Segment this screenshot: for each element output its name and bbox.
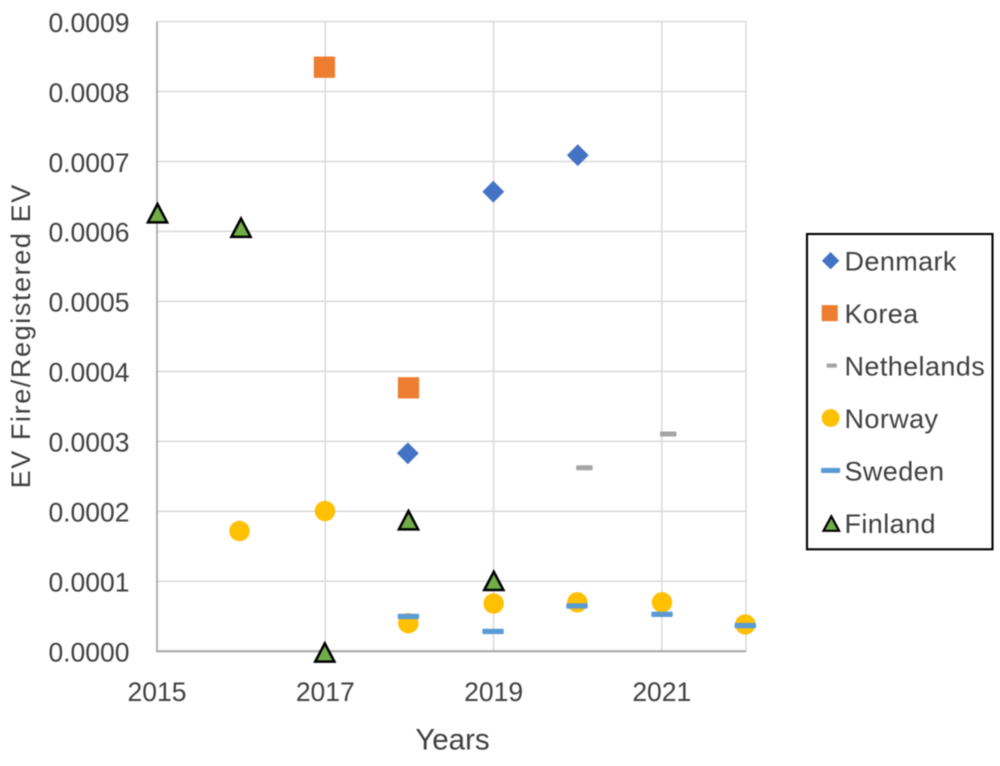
svg-text:Norway: Norway: [845, 404, 939, 434]
svg-text:Denmark: Denmark: [845, 247, 957, 277]
svg-text:0.0002: 0.0002: [48, 498, 129, 528]
svg-text:0.0000: 0.0000: [48, 638, 129, 668]
svg-text:2021: 2021: [632, 677, 691, 707]
svg-text:0.0007: 0.0007: [48, 148, 129, 178]
svg-text:EV Fire/Registered EV: EV Fire/Registered EV: [6, 183, 36, 488]
svg-text:2019: 2019: [464, 677, 523, 707]
svg-text:0.0009: 0.0009: [48, 8, 129, 38]
svg-text:Years: Years: [415, 724, 489, 757]
svg-text:Korea: Korea: [845, 299, 920, 329]
svg-text:Nethelands: Nethelands: [845, 352, 986, 382]
svg-text:0.0003: 0.0003: [48, 428, 129, 458]
svg-text:Finland: Finland: [845, 509, 936, 539]
svg-text:0.0004: 0.0004: [48, 358, 129, 388]
svg-text:0.0001: 0.0001: [48, 568, 129, 598]
svg-text:2017: 2017: [296, 677, 355, 707]
svg-text:0.0006: 0.0006: [48, 218, 129, 248]
svg-text:0.0005: 0.0005: [48, 288, 129, 318]
svg-text:0.0008: 0.0008: [48, 78, 129, 108]
svg-text:2015: 2015: [128, 677, 187, 707]
svg-text:Sweden: Sweden: [845, 456, 945, 486]
